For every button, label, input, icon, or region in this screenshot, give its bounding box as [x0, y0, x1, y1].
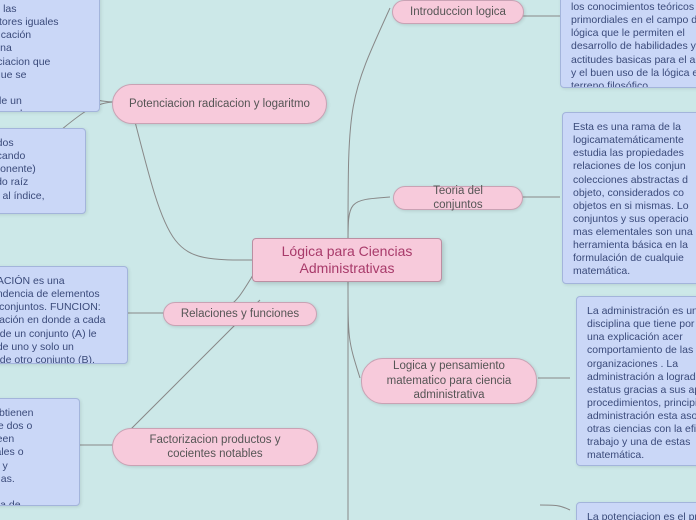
branch-factorizacion[interactable]: Factorizacion productos y cocientes nota…: [112, 428, 318, 466]
note-potenciacion-1: ma de las os factores iguales nultiplica…: [0, 0, 100, 112]
branch-logica-pensamiento[interactable]: Logica y pensamiento matematico para cie…: [361, 358, 537, 404]
note-relaciones: LACIÓN es una endencia de elementos s co…: [0, 266, 128, 364]
note-bottom: La potenciacion es el pro: [576, 502, 696, 520]
branch-introduccion[interactable]: Introduccion logica: [392, 0, 524, 24]
note-logica: La administración es un disciplina que t…: [576, 296, 696, 466]
note-potenciacion-2: ados dos s radicando e (exponente) llama…: [0, 128, 86, 214]
mindmap-canvas: Lógica para Ciencias Administrativas Int…: [0, 0, 696, 520]
branch-teoria[interactable]: Teoria del conjuntos: [393, 186, 523, 210]
center-node[interactable]: Lógica para Ciencias Administrativas: [252, 238, 442, 282]
note-teoria: Esta es una rama de la logicamatemáticam…: [562, 112, 696, 284]
branch-relaciones[interactable]: Relaciones y funciones: [163, 302, 317, 326]
note-introduccion: los conocimientos teóricos primordiales …: [560, 0, 696, 88]
note-factorizacion: s se obtienen n entre dos o e poseen spe…: [0, 398, 80, 506]
branch-potenciacion[interactable]: Potenciacion radicacion y logaritmo: [112, 84, 327, 124]
